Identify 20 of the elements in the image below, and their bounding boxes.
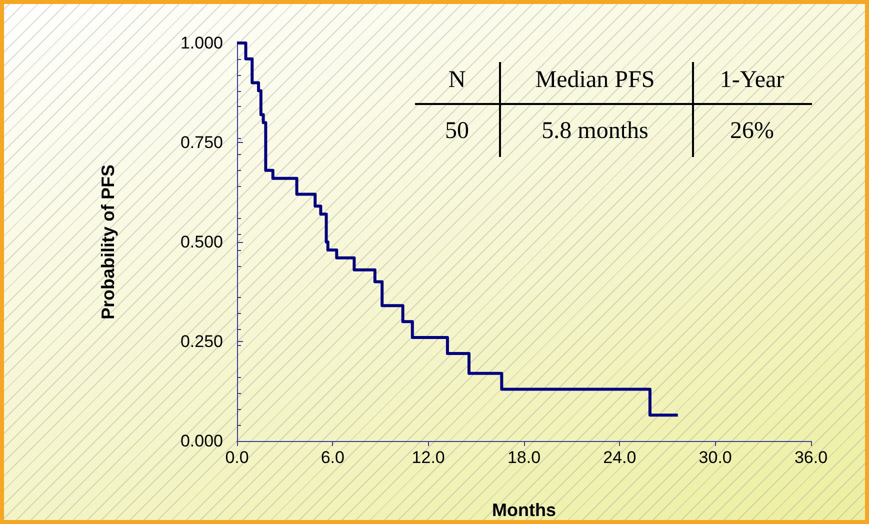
annotation: 50: [445, 118, 469, 144]
y-axis-title: Probability of PFS: [98, 164, 118, 320]
y-tick-label: 0.000: [180, 432, 223, 450]
annotation: 5.8 months: [540, 117, 650, 146]
annotation: Median PFS: [534, 66, 656, 95]
x-axis-title: Months: [492, 500, 556, 520]
x-tick-label: 18.0: [507, 448, 541, 467]
x-tick-label: 36.0: [794, 448, 828, 467]
x-tick-label: 12.0: [412, 448, 445, 467]
annotation: N: [448, 67, 466, 93]
y-tick-label: 0.750: [180, 133, 223, 152]
y-tick-label: 0.250: [180, 332, 223, 351]
y-tick-label: 1.000: [180, 34, 223, 52]
x-tick-label: 30.0: [698, 448, 732, 467]
x-tick-label: 0.0: [225, 448, 249, 467]
annotation: 1-Year: [718, 66, 786, 95]
x-tick-label: 6.0: [320, 448, 344, 467]
y-tick-label: 0.500: [180, 232, 223, 252]
annotation: 26%: [729, 117, 775, 146]
x-tick-label: 24.0: [603, 448, 636, 467]
